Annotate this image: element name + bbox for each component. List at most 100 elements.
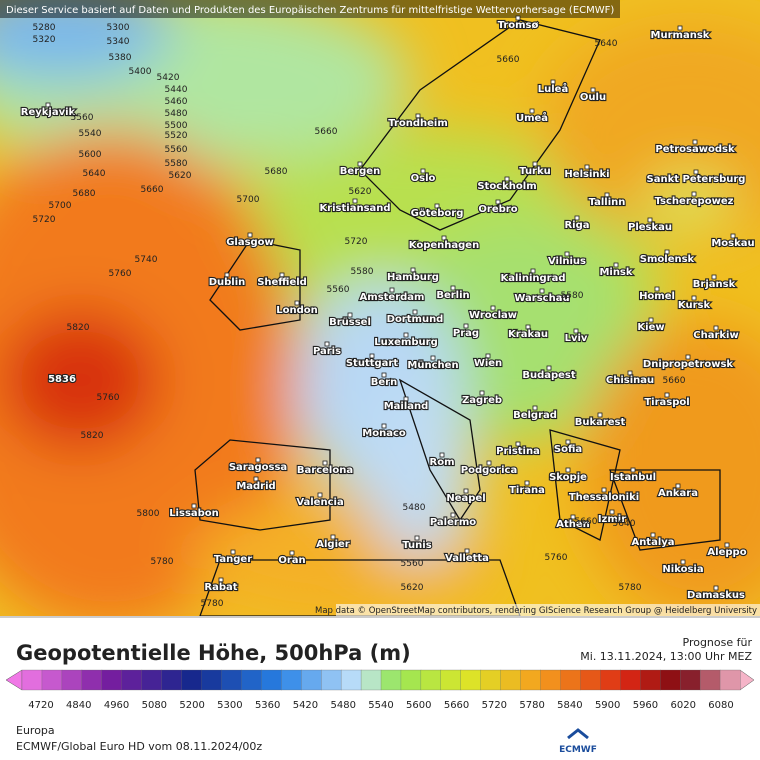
contour-label: 5480 — [403, 503, 426, 513]
city-marker — [565, 467, 571, 473]
contour-label: 5580 — [561, 291, 584, 301]
forecast-time: Mi. 13.11.2024, 13:00 Uhr MEZ — [580, 650, 752, 663]
city-label: Reykjavik — [21, 107, 76, 118]
notice: Dieser Service basiert auf Daten und Pro… — [6, 5, 614, 16]
colorbar-cell — [81, 669, 103, 691]
city-label: Algier — [316, 539, 350, 550]
city-label: Göteborg — [411, 208, 464, 219]
colorbar-cell — [719, 669, 741, 691]
city-marker — [294, 300, 300, 306]
contour-label: 5540 — [79, 129, 102, 139]
city-marker — [464, 548, 470, 554]
city-label: Pleskau — [628, 222, 672, 233]
city-marker — [630, 467, 636, 473]
city-marker — [529, 108, 535, 114]
contour-label: 5660 — [575, 517, 598, 527]
city-marker — [590, 87, 596, 93]
city-label: Petrosawodsk — [655, 144, 735, 155]
city-label: Wien — [474, 358, 502, 369]
city-marker — [381, 372, 387, 378]
city-marker — [515, 441, 521, 447]
city-label: Tirana — [509, 485, 545, 496]
city-label: Wroclaw — [469, 310, 517, 321]
contour-label: 5760 — [109, 269, 132, 279]
colorbar-cell — [520, 669, 542, 691]
colorbar-cell — [680, 669, 701, 691]
city-marker — [463, 488, 469, 494]
colorbar-arrow — [5, 669, 23, 691]
city-label: Saragossa — [229, 462, 287, 473]
city-label: Homel — [639, 291, 675, 302]
city-label: Tanger — [214, 554, 252, 565]
city-marker — [570, 514, 576, 520]
colorbar-cell — [699, 669, 721, 691]
city-marker — [504, 176, 510, 182]
contour-label: 5740 — [135, 255, 158, 265]
contour-label: 5340 — [107, 37, 130, 47]
colorbar-cell — [640, 669, 661, 691]
contour-label: 5660 — [663, 376, 686, 386]
city-marker — [685, 354, 691, 360]
city-marker — [647, 217, 653, 223]
colorbar-cell — [580, 669, 601, 691]
colorbar-tick-label: 5720 — [482, 700, 507, 711]
contour-label: 5640 — [83, 169, 106, 179]
contour-label: 5660 — [497, 55, 520, 65]
colorbar-tick-label: 5960 — [633, 700, 658, 711]
city-label: Amsterdam — [360, 292, 425, 303]
colorbar-tick-label: 6020 — [670, 700, 695, 711]
colorbar-cell — [241, 669, 262, 691]
contour-label: 5520 — [165, 131, 188, 141]
colorbar-tick-label: 5300 — [217, 700, 242, 711]
contour-label: 5680 — [73, 189, 96, 199]
colorbar-tick-label: 6080 — [708, 700, 733, 711]
city-label: Izmir — [598, 514, 626, 525]
city-marker — [230, 549, 236, 555]
city-marker — [253, 476, 259, 482]
city-label: Zagreb — [462, 395, 502, 406]
contour-label: 5760 — [97, 393, 120, 403]
contour-label: 5620 — [169, 171, 192, 181]
forecast-label: Prognose für — [683, 636, 753, 649]
city-marker — [546, 365, 552, 371]
contour-label: 5480 — [165, 109, 188, 119]
city-label: Kristiansand — [319, 203, 390, 214]
city-label: Kursk — [678, 300, 711, 311]
colorbar-tick-label: 5600 — [406, 700, 431, 711]
colorbar-cell — [340, 669, 362, 691]
city-label: Stuttgart — [346, 358, 399, 369]
contour-label: 5580 — [165, 159, 188, 169]
city-label: Chisinau — [606, 375, 654, 386]
contour-label: 5420 — [157, 73, 180, 83]
city-label: Prag — [453, 328, 479, 339]
city-marker — [450, 285, 456, 291]
city-label: Paris — [313, 346, 341, 357]
city-marker — [680, 559, 686, 565]
city-marker — [441, 235, 447, 241]
city-marker — [524, 480, 530, 486]
colorbar-tick-label: 5480 — [330, 700, 355, 711]
colorbar-tick-label: 5200 — [179, 700, 204, 711]
city-label: Vilnius — [548, 256, 586, 267]
city-label: Budapest — [522, 370, 576, 381]
colorbar-cell — [61, 669, 83, 691]
city-label: Glasgow — [226, 237, 274, 248]
city-label: Trondheim — [388, 118, 448, 129]
city-label: Stockholm — [477, 181, 536, 192]
contour-label: 5440 — [165, 85, 188, 95]
city-label: Dublin — [209, 277, 246, 288]
city-label: Warschau — [514, 293, 569, 304]
city-label: Brüssel — [329, 317, 371, 328]
city-marker — [403, 332, 409, 338]
city-marker — [675, 483, 681, 489]
city-marker — [420, 168, 426, 174]
city-marker — [654, 286, 660, 292]
city-label: Skopje — [549, 472, 587, 483]
contour-label: 5700 — [237, 195, 260, 205]
attribution: Map data © OpenStreetMap contributors, r… — [315, 606, 757, 616]
city-marker — [322, 460, 328, 466]
city-label: Tallinn — [589, 197, 626, 208]
colorbar-cell — [121, 669, 143, 691]
colorbar-cell — [480, 669, 502, 691]
colorbar-cell — [560, 669, 581, 691]
